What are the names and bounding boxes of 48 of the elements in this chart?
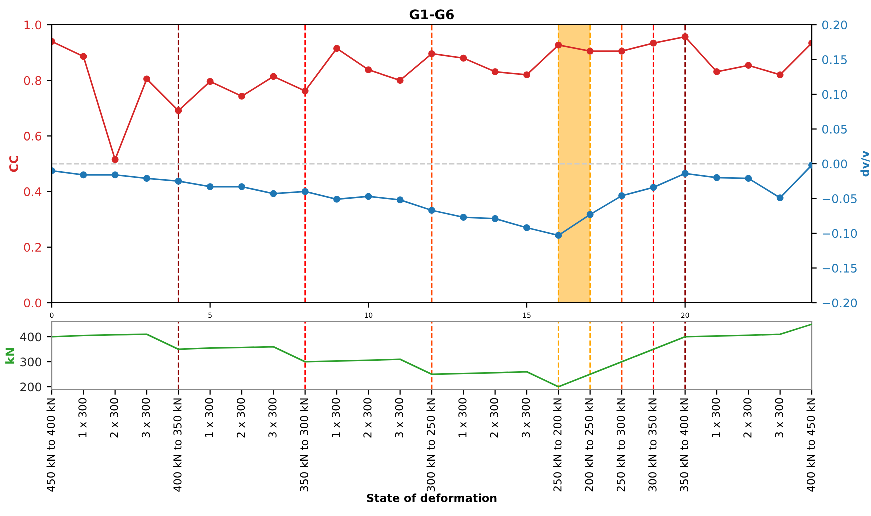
- y2-tick-label: −0.15: [822, 264, 857, 273]
- x-tick-label: 1 x 300: [458, 398, 467, 438]
- x-tick-label: 3 x 300: [395, 398, 404, 438]
- x-axis-title: State of deformation: [367, 494, 497, 502]
- y-tick-label: 0.0: [24, 298, 42, 308]
- y-tick-label: 0.4: [24, 188, 42, 196]
- y2-tick-label: −0.10: [822, 229, 858, 238]
- y-tick-label: 0.8: [24, 76, 42, 86]
- y2-tick-label: 0.00: [822, 160, 848, 169]
- x-tick-label: 3 x 300: [775, 398, 784, 438]
- y2-tick-label: −0.05: [822, 194, 857, 204]
- y-tick-label: 300: [20, 358, 42, 367]
- chart-title: G1-G6: [410, 10, 454, 20]
- y-tick-label: 0.6: [24, 132, 42, 141]
- x-tick-label: 400 kN to 350 kN: [173, 398, 182, 492]
- x-tick-label: 1 x 300: [205, 398, 214, 438]
- x-tick-label: 2 x 300: [110, 398, 118, 438]
- x-tick-label: 2 x 300: [490, 398, 498, 438]
- y2-tick-label: 0.20: [822, 20, 848, 30]
- x-tick-label: 3 x 300: [142, 398, 150, 438]
- y2-tick-label: 0.05: [822, 124, 847, 134]
- x-tick-label: 450 kN to 400 kN: [46, 398, 56, 492]
- x-tick-label: 200 kN to 250 kN: [585, 398, 594, 492]
- y-axis-title: kN: [6, 348, 15, 364]
- y-tick-label: 1.0: [24, 20, 42, 30]
- x-tick-label: 3 x 300: [268, 398, 277, 438]
- y-tick-label: 0.2: [24, 243, 42, 252]
- y2-axis-title: dv/v: [860, 150, 870, 177]
- x-tick-label: 2 x 300: [236, 398, 246, 438]
- x-tick-label: 1 x 300: [712, 398, 720, 438]
- y-axis-title: CC: [10, 156, 18, 172]
- x-tick-label: 1 x 300: [332, 398, 340, 438]
- x-tick-label: 2 x 300: [364, 398, 372, 438]
- x-tick-label: 350 kN to 300 kN: [300, 398, 308, 492]
- x-tick-label: 350 kN to 400 kN: [680, 398, 688, 492]
- x-tick-label: 250 kN to 200 kN: [553, 398, 562, 492]
- y2-tick-label: −0.20: [822, 298, 858, 308]
- y-tick-label: 200: [20, 382, 42, 392]
- x-tick-label: 250 kN to 300 kN: [616, 398, 626, 492]
- x-tick-label: 400 kN to 450 kN: [806, 398, 816, 492]
- x-tick-label: 300 kN to 350 kN: [648, 398, 657, 492]
- y-tick-label: 400: [20, 332, 42, 342]
- x-tick-label: 1 x 300: [78, 398, 87, 438]
- y2-tick-label: 0.15: [822, 55, 847, 64]
- x-tick-label: 300 kN to 250 kN: [426, 398, 436, 492]
- y2-tick-label: 0.10: [822, 90, 848, 100]
- x-tick-label: 2 x 300: [744, 398, 752, 438]
- x-tick-label: 3 x 300: [522, 398, 530, 438]
